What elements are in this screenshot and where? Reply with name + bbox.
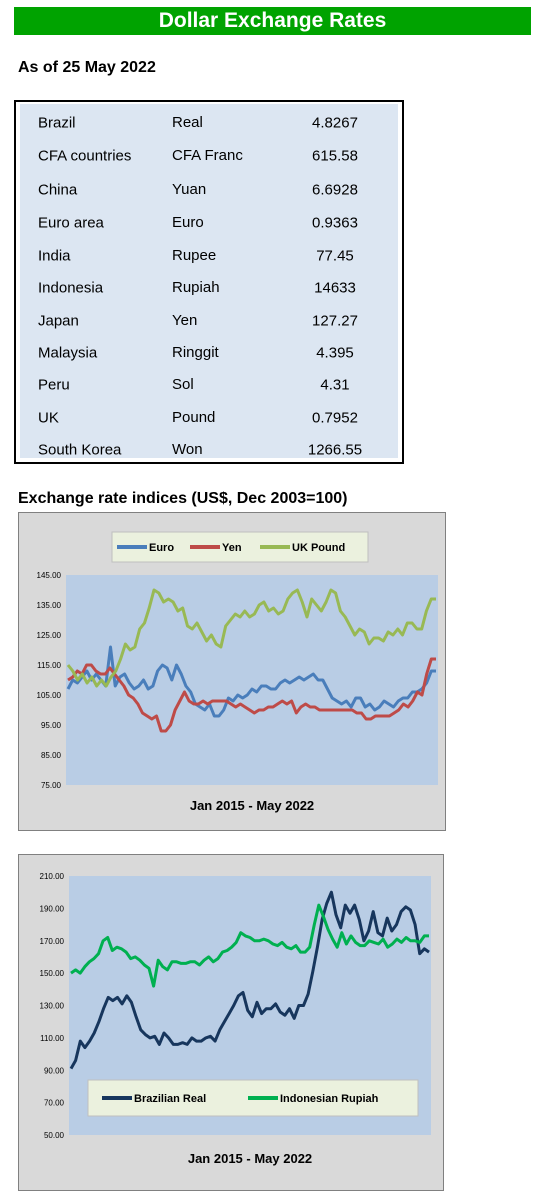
series-line-yen: [67, 657, 436, 733]
y-tick-label: 210.00: [40, 872, 65, 881]
legend-label: Indonesian Rupiah: [280, 1093, 379, 1105]
y-tick-label: 115.00: [37, 661, 61, 670]
currency-cell: Won: [172, 441, 203, 458]
rate-cell: 4.395: [316, 344, 354, 362]
indices-title: Exchange rate indices (US$, Dec 2003=100…: [18, 490, 348, 507]
rate-cell: 0.7952: [312, 409, 358, 427]
series-line-indonesian-rupiah: [70, 903, 429, 988]
plot-area: [66, 575, 438, 785]
currency-cell: Euro: [172, 214, 204, 231]
series-line-euro: [66, 645, 436, 718]
table-row: Japan Yen 127.27: [20, 305, 398, 337]
country-cell: China: [38, 181, 78, 199]
country-cell: South Korea: [38, 441, 122, 459]
country-cell: Indonesia: [38, 279, 104, 297]
currency-cell: Rupee: [172, 247, 217, 264]
country-cell: UK: [38, 409, 59, 427]
series-line-brazilian-real: [69, 890, 430, 1070]
y-tick-label: 85.00: [41, 751, 62, 760]
table-row: China Yuan 6.6928: [20, 174, 398, 206]
y-tick-label: 130.00: [40, 1002, 65, 1011]
country-cell: Brazil: [38, 114, 76, 132]
chart-emerging-indices: 210.00 190.00 170.00 150.00 130.00 110.00 90.0…: [18, 854, 444, 1191]
table-row: CFA countries CFA Franc 615.58: [20, 137, 398, 175]
y-tick-label: 125.00: [37, 631, 62, 640]
country-cell: India: [38, 247, 71, 265]
table-row: South Korea Won 1266.55: [20, 434, 398, 466]
y-tick-label: 110.00: [40, 1034, 64, 1043]
rate-cell: 0.9363: [312, 214, 358, 232]
currency-cell: Yen: [172, 312, 198, 329]
legend-label: Brazilian Real: [134, 1093, 206, 1105]
table-row: India Rupee 77.45: [20, 240, 398, 272]
y-tick-label: 50.00: [44, 1131, 65, 1140]
currency-cell: Pound: [172, 409, 216, 426]
country-cell: Malaysia: [38, 344, 98, 362]
rate-cell: 77.45: [316, 247, 354, 265]
y-tick-label: 190.00: [40, 904, 65, 913]
table-row: Malaysia Ringgit 4.395: [20, 337, 398, 369]
x-axis-label: Jan 2015 - May 2022: [188, 1151, 312, 1166]
y-tick-label: 105.00: [37, 691, 62, 700]
y-tick-label: 135.00: [37, 601, 62, 610]
legend-box: [111, 531, 369, 563]
legend-label: Yen: [222, 542, 242, 554]
country-cell: CFA countries: [38, 147, 132, 165]
table-row: Peru Sol 4.31: [20, 369, 398, 401]
currency-cell: Sol: [172, 376, 194, 393]
rate-cell: 4.8267: [312, 114, 358, 132]
legend-label: Euro: [149, 542, 174, 554]
y-tick-label: 150.00: [40, 969, 65, 978]
country-cell: Peru: [38, 376, 70, 394]
y-tick-label: 75.00: [41, 781, 62, 790]
currency-cell: Real: [172, 114, 203, 131]
chart-currency-indices: 145.00 135.00 125.00 115.00 105.00 95.00 85.00…: [18, 512, 446, 831]
y-tick-label: 170.00: [40, 937, 65, 946]
y-tick-label: 145.00: [37, 571, 62, 580]
rates-table-body: Brazil Real 4.8267 CFA countries CFA Franc 61…: [20, 104, 398, 459]
y-tick-label: 70.00: [44, 1099, 65, 1108]
rate-cell: 14633: [314, 279, 356, 297]
rate-cell: 4.31: [320, 376, 350, 394]
series-line-uk-pound: [66, 588, 436, 688]
country-cell: Japan: [38, 312, 79, 330]
y-tick-label: 95.00: [41, 721, 62, 730]
table-row: Indonesia Rupiah 14633: [20, 272, 398, 304]
rate-cell: 1266.55: [307, 441, 363, 459]
rate-cell: 6.6928: [312, 181, 358, 199]
page-title: Dollar Exchange Rates: [14, 7, 531, 35]
rates-table: Brazil Real 4.8267 CFA countries CFA Franc 61…: [14, 100, 404, 464]
table-row: Brazil Real 4.8267: [20, 108, 398, 138]
currency-cell: Rupiah: [172, 279, 220, 296]
legend-label: UK Pound: [292, 542, 345, 554]
country-cell: Euro area: [38, 214, 104, 232]
table-row: UK Pound 0.7952: [20, 402, 398, 434]
table-row: Euro area Euro 0.9363: [20, 207, 398, 239]
rate-cell: 615.58: [312, 147, 358, 165]
currency-cell: Yuan: [172, 181, 207, 198]
currency-cell: CFA Franc: [172, 147, 243, 164]
rate-cell: 127.27: [312, 312, 358, 330]
currency-cell: Ringgit: [172, 344, 219, 361]
y-tick-label: 90.00: [44, 1066, 65, 1075]
as-of-date: As of 25 May 2022: [18, 59, 156, 76]
x-axis-label: Jan 2015 - May 2022: [190, 798, 314, 813]
